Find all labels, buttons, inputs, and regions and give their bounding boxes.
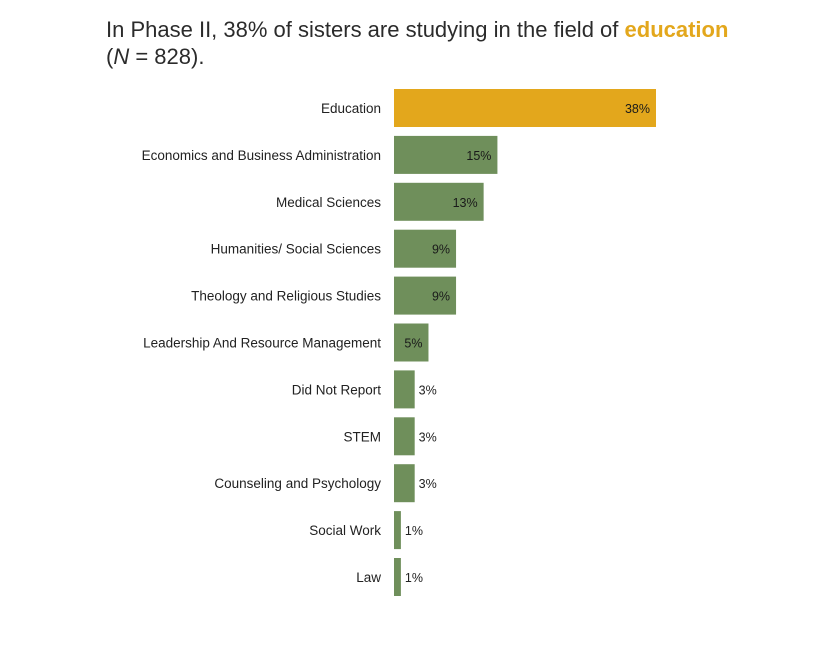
chart-title: In Phase II, 38% of sisters are studying… (106, 16, 746, 70)
category-label: Leadership And Resource Management (143, 336, 381, 351)
category-label: Economics and Business Administration (142, 148, 381, 163)
category-label: Education (321, 101, 381, 116)
title-prefix: In Phase II, 38% of sisters are studying… (106, 17, 625, 42)
value-label: 38% (625, 102, 650, 116)
category-label: STEM (343, 429, 381, 444)
bar (394, 417, 415, 456)
category-label: Social Work (309, 523, 381, 538)
bar (394, 89, 656, 127)
value-label: 9% (432, 290, 450, 304)
category-label: Counseling and Psychology (214, 476, 381, 491)
title-n-rest: = 828). (129, 44, 205, 69)
value-label: 3% (419, 383, 437, 397)
value-label: 3% (419, 477, 437, 491)
bar (394, 323, 429, 362)
bar (394, 135, 498, 174)
value-label: 13% (453, 196, 478, 210)
bar (394, 558, 401, 596)
bar (394, 182, 484, 221)
bar (394, 276, 457, 315)
category-label: Law (356, 570, 381, 585)
category-label: Did Not Report (292, 382, 382, 397)
bar (394, 511, 401, 550)
category-label: Theology and Religious Studies (191, 289, 381, 304)
bar (394, 464, 415, 503)
value-label: 3% (419, 430, 437, 444)
value-label: 15% (466, 149, 491, 163)
category-label: Humanities/ Social Sciences (211, 242, 382, 257)
bar (394, 370, 415, 409)
bar (394, 229, 457, 268)
value-label: 5% (404, 337, 422, 351)
title-n-symbol: N (113, 44, 130, 69)
value-label: 1% (405, 571, 423, 585)
category-label: Medical Sciences (276, 195, 381, 210)
value-label: 1% (405, 524, 423, 538)
title-highlight: education (624, 17, 729, 42)
title-paren-open: ( (106, 44, 114, 69)
value-label: 9% (432, 243, 450, 257)
